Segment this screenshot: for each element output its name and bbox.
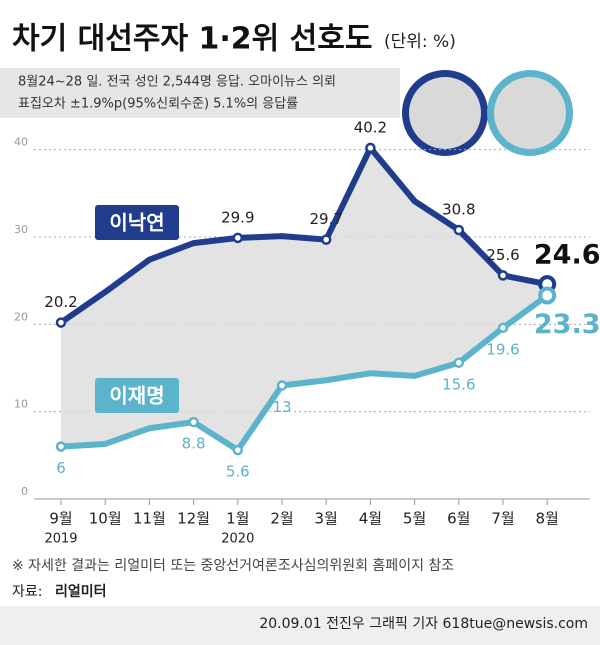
note: 8월24~28 일. 전국 성인 2,544명 응답. 오마이뉴스 의뢰 <box>18 75 336 90</box>
point <box>55 317 67 328</box>
x-year-label: 2020 <box>221 532 254 547</box>
x-tick-label: 3월 <box>315 510 338 528</box>
gap-area <box>61 147 548 451</box>
point <box>497 322 509 334</box>
credit-bar <box>0 606 600 645</box>
x-year-label: 2019 <box>44 532 77 547</box>
value-label: 8.8 <box>182 435 206 453</box>
y-tick-label: 0 <box>21 485 28 498</box>
x-tick-label: 1월 <box>226 510 249 528</box>
x-tick-label: 4월 <box>359 510 382 528</box>
value-label: 40.2 <box>354 118 387 136</box>
x-tick-label: 9월 <box>49 510 72 528</box>
point <box>453 224 465 236</box>
note-box <box>0 68 400 118</box>
point <box>365 142 376 154</box>
point <box>320 234 332 245</box>
legend-box <box>95 378 179 413</box>
y-tick-label: 30 <box>14 223 28 236</box>
point <box>55 441 67 452</box>
x-tick-label: 10월 <box>89 510 122 528</box>
plot: 0 10 20 30 40 9월 2019 10월 11월 12월 1월 2020 2월 3월 4월 5월 6월… <box>14 118 600 546</box>
y-tick-label: 40 <box>14 136 28 149</box>
point <box>232 444 244 456</box>
point <box>497 270 509 281</box>
point <box>276 380 288 391</box>
value-label: 19.6 <box>486 340 519 358</box>
note: 표집오차 ±1.9%p(95%신뢰수준) 5.1%의 응답률 <box>18 97 298 112</box>
point <box>453 357 465 369</box>
credit: 20.09.01 전진우 그래픽 기자 618tue@newsis.com <box>259 616 588 632</box>
source-label: 자료: <box>12 584 42 600</box>
x-tick-label: 8월 <box>536 510 559 528</box>
series-line <box>60 293 549 454</box>
x-tick-label: 2월 <box>270 510 293 528</box>
footnote: ※ 자세한 결과는 리얼미터 또는 중앙선거여론조사심의위원회 홈페이지 참조 <box>12 558 454 574</box>
series-line <box>59 144 548 326</box>
legend-label: 이낙연 <box>109 211 164 235</box>
value-label: 30.8 <box>442 201 475 219</box>
title: 차기 대선주자 1·2위 선호도 <box>12 22 372 57</box>
x-tick-label: 6월 <box>447 510 470 528</box>
y-tick-label: 20 <box>14 310 28 323</box>
value-label: 23.3 <box>534 309 600 340</box>
photo <box>494 77 566 149</box>
point <box>188 416 199 428</box>
value-label: 29.7 <box>309 210 342 228</box>
legend-label: 이재명 <box>109 384 164 408</box>
value-label: 25.6 <box>486 246 519 264</box>
y-tick-label: 10 <box>14 398 28 411</box>
value-label: 20.2 <box>44 293 77 311</box>
value-label: 24.6 <box>534 240 600 271</box>
x-tick-label: 11월 <box>133 510 166 528</box>
value-label: 29.9 <box>221 208 254 226</box>
unit: (단위: %) <box>384 32 456 52</box>
x-tick-label: 12월 <box>177 510 210 528</box>
point <box>232 232 244 244</box>
value-label: 6 <box>56 459 66 477</box>
value-label: 13 <box>272 398 291 416</box>
x-tick-label: 5월 <box>403 510 426 528</box>
value-label: 15.6 <box>442 375 475 393</box>
source: 리얼미터 <box>55 584 107 600</box>
photo <box>409 77 481 149</box>
x-tick-label: 7월 <box>491 510 514 528</box>
value-label: 5.6 <box>226 463 250 481</box>
legend-box <box>95 205 179 240</box>
point <box>538 286 557 305</box>
